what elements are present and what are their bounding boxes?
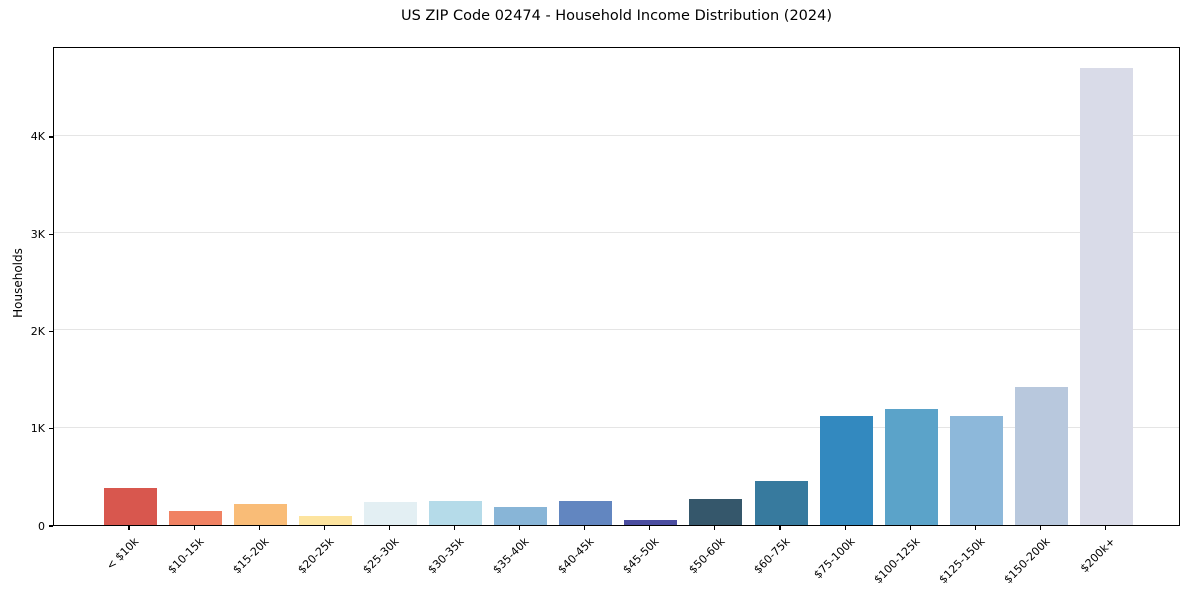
x-tick-mark-$75-100k [844, 526, 846, 530]
x-tick-mark-$35-40k [519, 526, 521, 530]
y-tick-mark-4K [49, 136, 53, 138]
x-tick-mark-$50-60k [714, 526, 716, 530]
bar-$75-100k [819, 416, 873, 525]
x-tick-mark-< $10k [128, 526, 130, 530]
x-tick-mark-$45-50k [649, 526, 651, 530]
gridline-3000 [54, 232, 1179, 234]
x-tick-mark-$40-45k [584, 526, 586, 530]
x-tick-label-$15-20k: $15-20k [230, 535, 272, 577]
x-tick-label-$45-50k: $45-50k [620, 535, 662, 577]
x-tick-mark-$150-200k [1039, 526, 1041, 530]
bar-$150-200k [1014, 386, 1068, 525]
bar-$35-40k [494, 506, 548, 525]
x-tick-mark-$20-25k [323, 526, 325, 530]
y-tick-mark-0 [49, 525, 53, 527]
x-tick-label-$150-200k: $150-200k [1001, 535, 1053, 587]
x-tick-label-< $10k: < $10k [103, 535, 142, 573]
x-tick-mark-$10-15k [193, 526, 195, 530]
x-tick-mark-$25-30k [388, 526, 390, 530]
y-tick-mark-3K [49, 233, 53, 235]
x-tick-label-$20-25k: $20-25k [295, 535, 337, 577]
y-tick-mark-1K [49, 428, 53, 430]
y-tick-label-0: 0 [38, 519, 45, 533]
gridline-4000 [54, 134, 1179, 136]
x-tick-mark-$60-75k [779, 526, 781, 530]
x-tick-mark-$15-20k [258, 526, 260, 530]
x-tick-label-$10-15k: $10-15k [165, 535, 207, 577]
x-tick-label-$40-45k: $40-45k [555, 535, 597, 577]
bar-$100-125k [884, 408, 938, 525]
x-tick-label-$30-35k: $30-35k [425, 535, 467, 577]
chart-title: US ZIP Code 02474 - Household Income Dis… [400, 8, 833, 24]
gridline-2000 [54, 329, 1179, 331]
x-tick-label-$125-150k: $125-150k [936, 535, 988, 587]
bar-$50-60k [689, 499, 743, 525]
x-tick-label-$60-75k: $60-75k [750, 535, 793, 577]
bar-$25-30k [363, 501, 417, 525]
x-tick-label-$75-100k: $75-100k [811, 535, 858, 582]
plot-area [53, 47, 1180, 526]
bar-$10-15k [168, 511, 222, 525]
y-tick-label-2K: 2K [30, 324, 45, 338]
bar-< $10k [103, 487, 157, 525]
x-tick-label-$25-30k: $25-30k [360, 535, 402, 577]
bar-$30-35k [429, 501, 482, 525]
x-tick-label-$200k+: $200k+ [1077, 535, 1118, 576]
bar-$20-25k [298, 516, 352, 525]
bar-$125-150k [949, 415, 1003, 525]
bar-$40-45k [559, 501, 613, 525]
bar-$15-20k [233, 503, 287, 525]
bar-$60-75k [754, 481, 808, 525]
y-tick-label-4K: 4K [30, 130, 45, 144]
y-tick-label-3K: 3K [30, 227, 45, 241]
bar-$45-50k [624, 520, 678, 525]
x-tick-mark-$100-125k [909, 526, 911, 530]
x-tick-label-$100-125k: $100-125k [871, 535, 923, 587]
x-tick-label-$35-40k: $35-40k [490, 535, 532, 577]
x-tick-label-$50-60k: $50-60k [685, 535, 728, 577]
y-tick-mark-2K [49, 330, 53, 333]
x-tick-mark-$125-150k [974, 526, 976, 530]
y-axis-label: Households [11, 248, 25, 318]
y-tick-label-1K: 1K [30, 422, 45, 436]
x-tick-mark-$200k+ [1104, 526, 1107, 530]
x-tick-mark-$30-35k [453, 526, 456, 530]
gridline-1000 [54, 426, 1179, 428]
bar-$200k+ [1080, 67, 1133, 525]
